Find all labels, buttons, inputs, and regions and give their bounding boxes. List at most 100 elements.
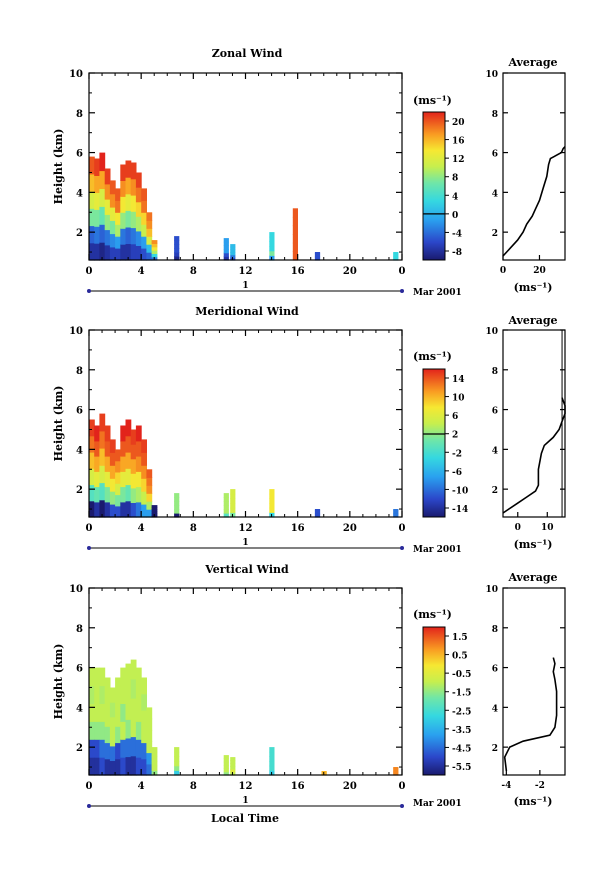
heatmap-cell [223, 497, 229, 502]
heatmap-cell [104, 501, 111, 518]
heatmap-cell [135, 486, 142, 503]
day-label: 1 [242, 796, 248, 806]
heatmap-cell [120, 440, 127, 457]
heatmap-cell [94, 757, 100, 776]
heatmap-cell [393, 772, 399, 775]
heatmap-cell [174, 252, 180, 257]
colorbar [422, 626, 446, 776]
day-bar-end [400, 804, 404, 808]
heatmap-cell [115, 483, 121, 496]
heatmap-cell [89, 703, 95, 722]
heatmap-cell [130, 502, 137, 518]
heatmap-cell [109, 745, 116, 761]
heatmap-cell [146, 763, 153, 776]
heatmap-cell [269, 761, 275, 767]
heatmap-cell [89, 667, 95, 687]
heatmap-cell [109, 687, 116, 703]
y-tick-label: 2 [76, 485, 83, 496]
heatmap-cell [141, 677, 147, 695]
heatmap-cell [223, 768, 229, 773]
heatmap-cell [130, 755, 137, 776]
profile-line [503, 657, 558, 772]
heatmap-cell [230, 503, 236, 509]
heatmap-cell [89, 225, 95, 244]
heatmap-cell [314, 514, 321, 517]
heatmap-cell [230, 493, 236, 499]
heatmap-cell [174, 497, 180, 502]
heatmap-cell [223, 505, 229, 510]
heatmap-cell [115, 742, 121, 760]
heatmap-cell [314, 257, 321, 260]
heatmap-cell [104, 742, 111, 760]
heatmap-cell [223, 245, 229, 250]
colorbar-tick-label: -1.5 [452, 689, 471, 699]
y-tick-label: 4 [76, 188, 83, 199]
heatmap-cell [109, 233, 116, 248]
y-tick-label: 4 [492, 189, 498, 199]
panel-title: Vertical Wind [204, 563, 289, 576]
heatmap-cell [104, 456, 111, 472]
heatmap-cell [120, 757, 127, 776]
x-tick-label: 20 [533, 266, 546, 276]
heatmap-cell [135, 187, 142, 203]
heatmap-cell [109, 193, 116, 208]
y-tick-label: 10 [485, 70, 498, 80]
heatmap-cell [99, 448, 106, 466]
heatmap-cell [146, 729, 153, 742]
heatmap-cell [99, 413, 106, 432]
heatmap-cell [130, 717, 137, 738]
heatmap-cell [135, 685, 142, 704]
colorbar [422, 368, 446, 518]
profile-title: Average [507, 56, 557, 69]
x-tick-label: 20 [343, 266, 357, 277]
heatmap-cell [89, 721, 95, 740]
heatmap-cell [174, 513, 180, 518]
heatmap-cell [151, 507, 158, 510]
heatmap-cell [223, 771, 229, 776]
heatmap-cell [146, 236, 153, 245]
heatmap-cell [120, 739, 127, 758]
x-tick-label: 4 [138, 523, 145, 534]
heatmap-cell [125, 419, 132, 437]
y-tick-label: 8 [76, 366, 83, 377]
heatmap-cell [104, 726, 111, 744]
x-axis-label: Local Time [211, 812, 279, 825]
y-tick-label: 10 [69, 69, 83, 80]
profile-frame [502, 329, 566, 518]
heatmap-cell [174, 747, 180, 753]
profile-xlabel: (ms⁻¹) [514, 281, 553, 294]
heatmap-cell [115, 494, 121, 507]
heatmap-cell [151, 253, 158, 258]
heatmap-cell [146, 741, 153, 754]
y-tick-label: 6 [492, 665, 498, 675]
heatmap-cell [130, 659, 137, 680]
heatmap-cell [115, 693, 121, 711]
heatmap-cell [109, 246, 116, 261]
heatmap-cell [141, 212, 147, 225]
heatmap-cell [135, 201, 142, 217]
heatmap-cell [174, 756, 180, 762]
heatmap-cell [89, 191, 95, 209]
heatmap-cell [174, 248, 180, 253]
heatmap-cell [151, 505, 158, 508]
heatmap-cell [120, 721, 127, 740]
profile-title: Average [507, 571, 557, 584]
heatmap-cell [99, 685, 106, 704]
heatmap-cell [130, 698, 137, 718]
heatmap-cell [230, 766, 236, 770]
colorbar-ticks: 1.5 0.5 -0.5 -1.5 -2.5 -3.5 -4.5 -5.5 [445, 633, 471, 773]
heatmap-cell [141, 742, 147, 760]
day-bar-start [87, 546, 91, 550]
heatmap-cell [151, 243, 158, 248]
heatmap-cell [130, 178, 137, 196]
x-tick-label: 8 [190, 523, 197, 534]
heatmap-cell [109, 716, 116, 732]
heatmap-cell [230, 252, 236, 256]
heatmap-cell [230, 757, 236, 761]
colorbar-tick-label: 0 [452, 211, 458, 221]
y-tick-label: 8 [76, 624, 83, 635]
colorbar-tick-label: -0.5 [452, 670, 471, 680]
colorbar-tick-label: -4 [452, 229, 462, 239]
